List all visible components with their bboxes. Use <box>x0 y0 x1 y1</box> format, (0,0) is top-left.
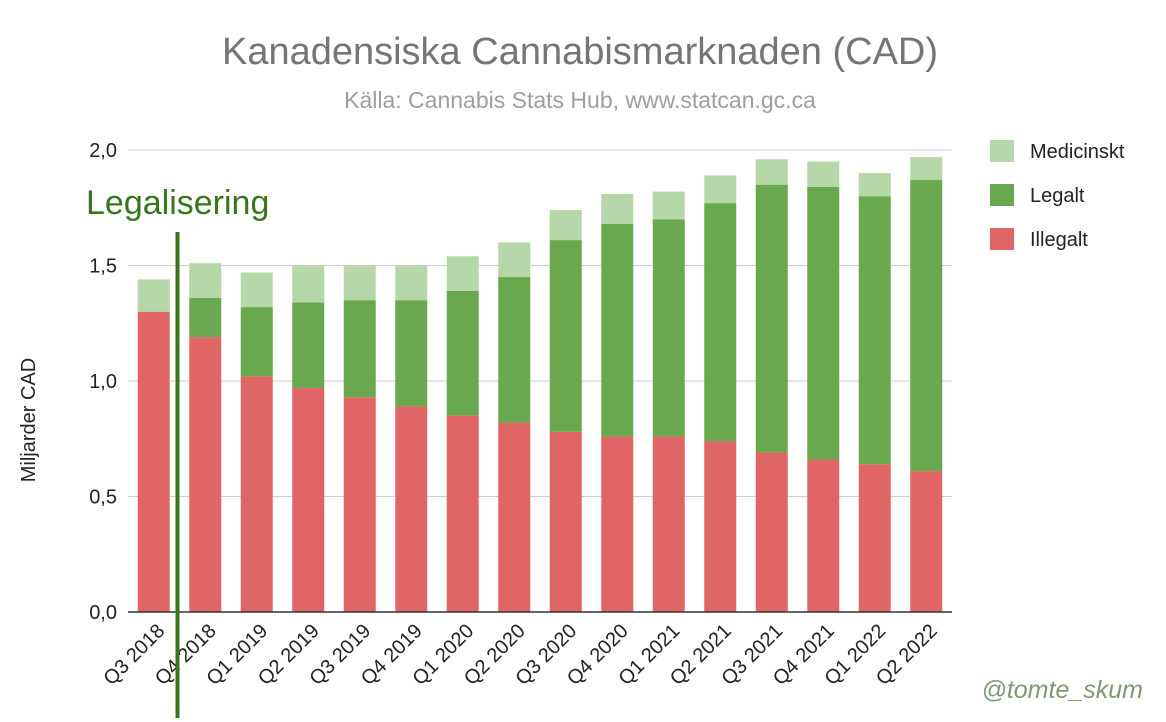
legend-swatch-medicinskt <box>990 140 1014 162</box>
bar-medicinskt <box>601 193 634 224</box>
bar-medicinskt <box>498 242 531 278</box>
legend-swatch-illegalt <box>990 228 1014 250</box>
bar-medicinskt <box>910 156 943 181</box>
bar-legalt <box>240 307 273 377</box>
bar-legalt <box>807 186 840 460</box>
bar-legalt <box>549 240 582 432</box>
bar-legalt <box>446 290 479 416</box>
bar-legalt <box>755 184 788 453</box>
bar-illegalt <box>755 452 788 612</box>
legend-swatch-legalt <box>990 184 1014 206</box>
legend-label-legalt: Legalt <box>1030 185 1085 207</box>
bar-medicinskt <box>395 265 428 301</box>
bar-legalt <box>910 180 943 472</box>
bar-medicinskt <box>189 263 222 298</box>
bar-illegalt <box>858 464 891 612</box>
y-axis-ticks: 0,0 0,5 1,0 1,5 2,0 <box>89 140 117 624</box>
chart-title: Kanadensiska Cannabismarknaden (CAD) <box>222 31 938 73</box>
bar-medicinskt <box>446 256 479 291</box>
legalisering-annotation: Legalisering <box>86 184 269 222</box>
legend-label-illegalt: Illegalt <box>1030 229 1088 251</box>
bar-legalt <box>395 300 428 407</box>
bar-illegalt <box>395 406 428 612</box>
bar-medicinskt <box>652 191 685 220</box>
author-credit: @tomte_skum <box>981 676 1143 704</box>
bar-medicinskt <box>343 265 376 301</box>
bar-illegalt <box>189 337 222 612</box>
bar-illegalt <box>652 436 685 612</box>
bar-illegalt <box>292 387 325 612</box>
bar-medicinskt <box>240 272 273 308</box>
legend: Medicinskt Legalt Illegalt <box>990 140 1125 251</box>
bar-legalt <box>704 203 737 442</box>
y-tick-label: 2,0 <box>89 140 117 162</box>
bar-illegalt <box>240 376 273 612</box>
bar-medicinskt <box>137 279 170 312</box>
bar-medicinskt <box>704 175 737 204</box>
bar-illegalt <box>343 397 376 612</box>
bar-legalt <box>652 219 685 437</box>
bar-medicinskt <box>549 210 582 241</box>
bar-medicinskt <box>755 159 788 185</box>
bar-legalt <box>498 277 531 423</box>
bar-legalt <box>343 300 376 398</box>
legend-label-medicinskt: Medicinskt <box>1030 141 1125 163</box>
y-tick-label: 0,0 <box>89 602 117 624</box>
bar-medicinskt <box>858 173 891 197</box>
bar-illegalt <box>807 459 840 612</box>
bar-illegalt <box>446 415 479 612</box>
y-tick-label: 0,5 <box>89 487 117 509</box>
bar-illegalt <box>549 431 582 612</box>
bar-medicinskt <box>292 265 325 303</box>
bar-illegalt <box>137 311 170 612</box>
bar-legalt <box>858 196 891 465</box>
bar-illegalt <box>704 441 737 612</box>
bar-medicinskt <box>807 161 840 187</box>
y-tick-label: 1,5 <box>89 256 117 278</box>
y-tick-label: 1,0 <box>89 371 117 393</box>
chart-subtitle: Källa: Cannabis Stats Hub, www.statcan.g… <box>344 87 816 113</box>
bar-illegalt <box>498 422 531 612</box>
bars <box>137 156 943 612</box>
bar-illegalt <box>601 436 634 612</box>
y-axis-label: Miljarder CAD <box>18 358 40 482</box>
bar-legalt <box>189 297 222 338</box>
bar-legalt <box>601 223 634 437</box>
bar-legalt <box>292 302 325 388</box>
bar-illegalt <box>910 471 943 612</box>
